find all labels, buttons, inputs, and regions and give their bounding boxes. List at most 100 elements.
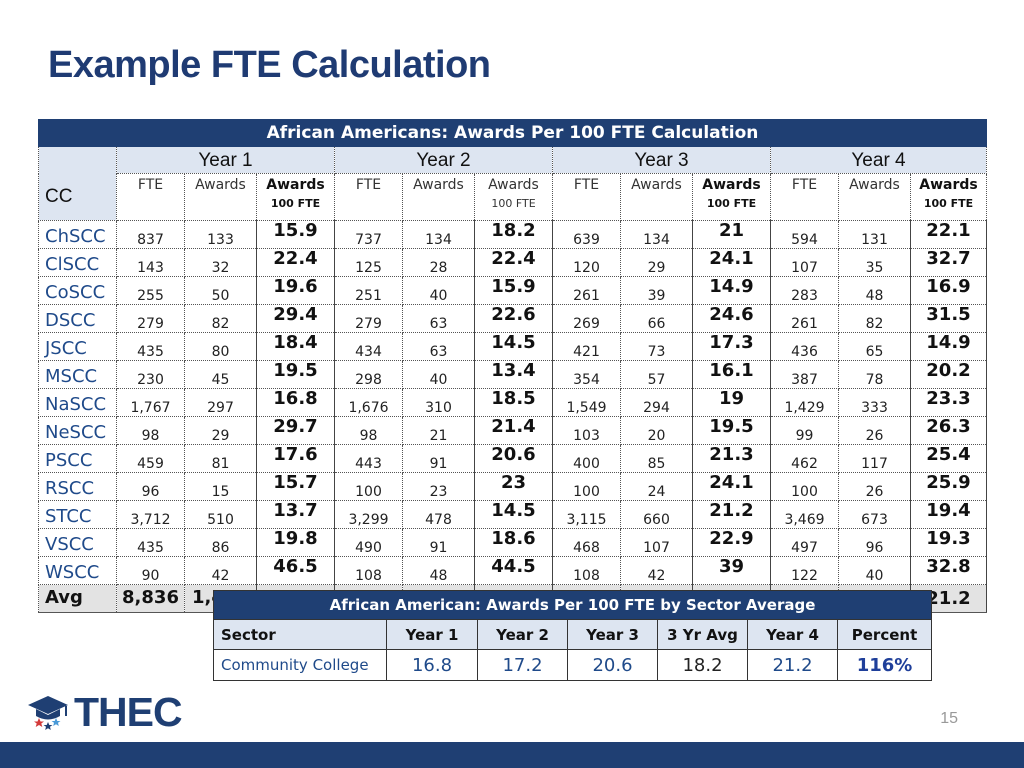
fte-cell: 230	[116, 360, 185, 389]
awards-cell: 40	[402, 360, 475, 389]
awards-cell: 42	[620, 556, 693, 585]
awards-per-100-fte-cell: 18.4	[256, 332, 335, 361]
awards-cell: 29	[620, 248, 693, 277]
fte-cell: 459	[116, 444, 185, 473]
college-name: JSCC	[38, 332, 117, 361]
table-row: CoSCC 255 50 19.6 251 40 15.9 261 39 14.9 283 48 16.…	[38, 276, 987, 305]
awards-cell: 117	[838, 444, 911, 473]
awards-per-100-fte-cell: 23.3	[910, 388, 987, 417]
awards-cell: 333	[838, 388, 911, 417]
awards-cell: 82	[184, 304, 257, 333]
page-number: 15	[940, 710, 958, 727]
awards-cell: 57	[620, 360, 693, 389]
fte-cell: 255	[116, 276, 185, 305]
sector-year-3: 20.6	[567, 649, 658, 681]
rate-label-line-1: Awards	[702, 177, 761, 193]
awards-cell: 48	[838, 276, 911, 305]
college-name: STCC	[38, 500, 117, 529]
cc-column-header: CC	[38, 146, 117, 221]
college-name: MSCC	[38, 360, 117, 389]
awards-cell: 131	[838, 220, 911, 249]
awards-cell: 26	[838, 472, 911, 501]
college-name: ChSCC	[38, 220, 117, 249]
awards-cell: 673	[838, 500, 911, 529]
awards-cell: 42	[184, 556, 257, 585]
awards-per-100-fte-cell: 22.1	[910, 220, 987, 249]
fte-cell: 594	[770, 220, 839, 249]
percent-col-header: Percent	[836, 619, 933, 650]
awards-cell: 133	[184, 220, 257, 249]
fte-cell: 122	[770, 556, 839, 585]
fte-cell: 108	[552, 556, 621, 585]
rate-label-line-1: Awards	[488, 177, 539, 193]
fte-calculation-table: African Americans: Awards Per 100 FTE Ca…	[38, 119, 987, 613]
awards-cell: 15	[184, 472, 257, 501]
fte-cell: 103	[552, 416, 621, 445]
fte-cell: 98	[334, 416, 403, 445]
awards-per-100-fte-cell: 22.9	[692, 528, 771, 557]
awards-cell: 50	[184, 276, 257, 305]
thec-logo: THEC	[26, 689, 206, 735]
fte-cell: 443	[334, 444, 403, 473]
awards-per-100-fte-cell: 17.6	[256, 444, 335, 473]
awards-cell: 48	[402, 556, 475, 585]
college-name: NeSCC	[38, 416, 117, 445]
awards-per-100-fte-cell: 31.5	[910, 304, 987, 333]
awards-per-100-fte-cell: 29.7	[256, 416, 335, 445]
awards-per-100-fte-cell: 24.1	[692, 472, 771, 501]
awards-per-100-fte-subheader: Awards 100 FTE	[474, 173, 553, 221]
awards-cell: 478	[402, 500, 475, 529]
awards-per-100-fte-cell: 19.6	[256, 276, 335, 305]
awards-cell: 107	[620, 528, 693, 557]
fte-cell: 3,712	[116, 500, 185, 529]
year-3-header: Year 3	[552, 146, 771, 174]
sector-name: Community College	[213, 649, 387, 681]
fte-cell: 3,115	[552, 500, 621, 529]
fte-cell: 125	[334, 248, 403, 277]
awards-per-100-fte-cell: 18.5	[474, 388, 553, 417]
awards-cell: 86	[184, 528, 257, 557]
college-name: CoSCC	[38, 276, 117, 305]
awards-per-100-fte-cell: 16.8	[256, 388, 335, 417]
fte-subheader: FTE	[552, 173, 621, 221]
awards-per-100-fte-cell: 14.9	[692, 276, 771, 305]
college-name: VSCC	[38, 528, 117, 557]
fte-cell: 3,299	[334, 500, 403, 529]
fte-cell: 639	[552, 220, 621, 249]
three-yr-avg-col-header: 3 Yr Avg	[657, 619, 748, 650]
college-name: ClSCC	[38, 248, 117, 277]
fte-cell: 737	[334, 220, 403, 249]
awards-per-100-fte-cell: 19.8	[256, 528, 335, 557]
table-row: MSCC 230 45 19.5 298 40 13.4 354 57 16.1 387 78 20.2	[38, 360, 987, 389]
awards-cell: 39	[620, 276, 693, 305]
year-1-header: Year 1	[116, 146, 335, 174]
footer-bar	[0, 742, 1024, 768]
awards-cell: 66	[620, 304, 693, 333]
awards-cell: 85	[620, 444, 693, 473]
table-row: NeSCC 98 29 29.7 98 21 21.4 103 20 19.5 99 26 26.3	[38, 416, 987, 445]
rate-label-line-2: 100 FTE	[491, 197, 536, 210]
table-row: NaSCC 1,767 297 16.8 1,676 310 18.5 1,549 294 19 1…	[38, 388, 987, 417]
awards-subheader: Awards	[620, 173, 693, 221]
awards-cell: 310	[402, 388, 475, 417]
awards-cell: 134	[402, 220, 475, 249]
awards-subheader: Awards	[184, 173, 257, 221]
college-name: WSCC	[38, 556, 117, 585]
awards-cell: 63	[402, 304, 475, 333]
fte-cell: 462	[770, 444, 839, 473]
awards-per-100-fte-cell: 21	[692, 220, 771, 249]
awards-cell: 23	[402, 472, 475, 501]
awards-cell: 78	[838, 360, 911, 389]
fte-cell: 100	[552, 472, 621, 501]
logo-wordmark: THEC	[74, 689, 183, 735]
awards-cell: 24	[620, 472, 693, 501]
table-row: DSCC 279 82 29.4 279 63 22.6 269 66 24.6 261 82 31.5	[38, 304, 987, 333]
rate-label-line-1: Awards	[266, 177, 325, 193]
fte-cell: 837	[116, 220, 185, 249]
sector-average-table: African American: Awards Per 100 FTE by …	[212, 590, 933, 681]
college-name: RSCC	[38, 472, 117, 501]
awards-per-100-fte-cell: 22.4	[256, 248, 335, 277]
awards-cell: 65	[838, 332, 911, 361]
fte-cell: 468	[552, 528, 621, 557]
fte-subheader: FTE	[334, 173, 403, 221]
